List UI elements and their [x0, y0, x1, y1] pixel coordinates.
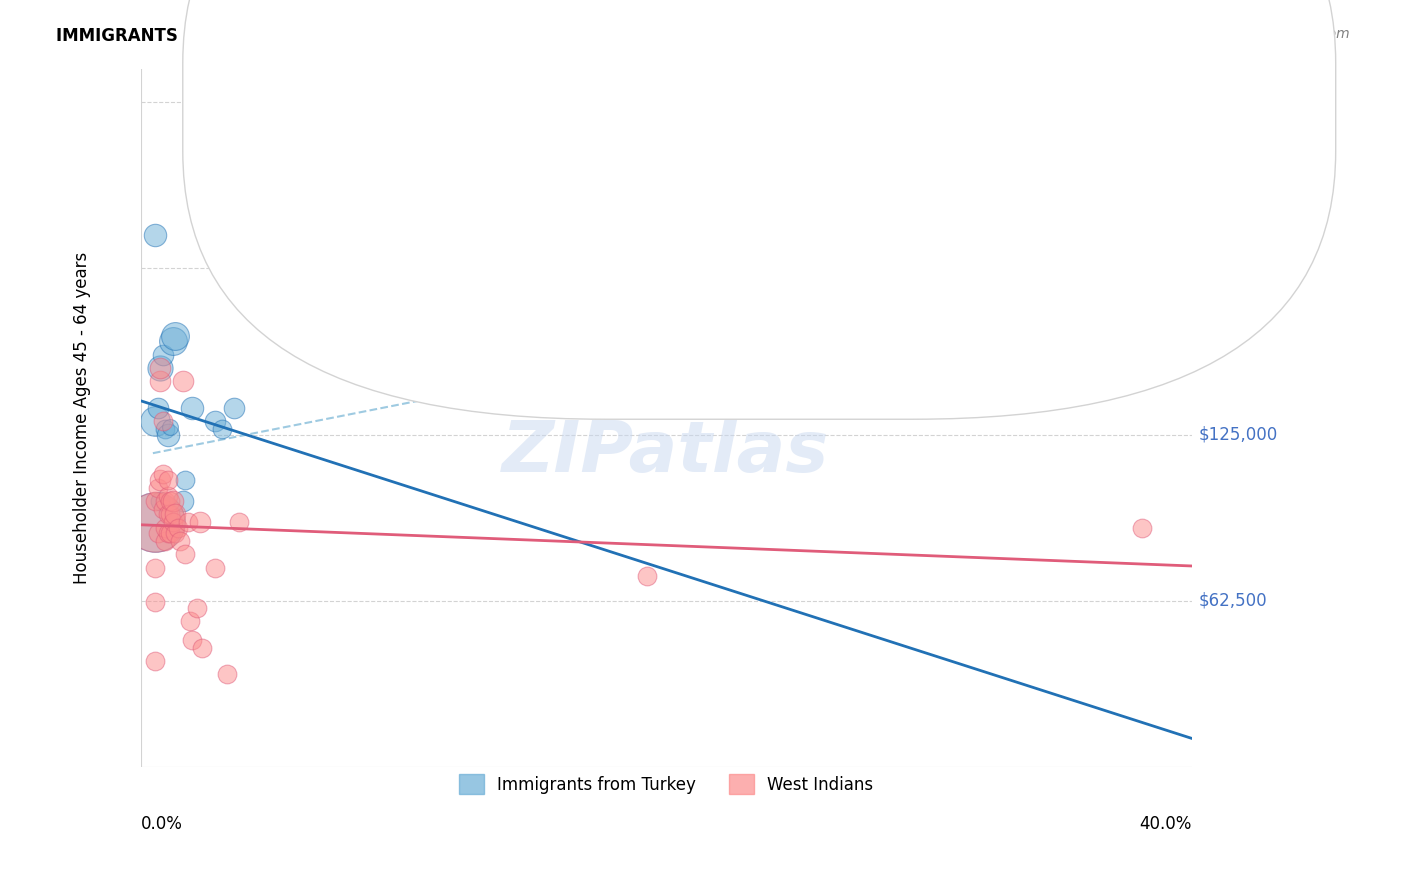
Point	[159, 419, 181, 434]
Point	[155, 521, 177, 535]
Text: 40.0%: 40.0%	[1139, 815, 1191, 833]
Text: $125,000: $125,000	[1199, 425, 1278, 443]
Point	[143, 494, 166, 508]
Point	[159, 494, 181, 508]
Point	[143, 516, 166, 530]
Point	[204, 560, 226, 574]
Point	[156, 489, 179, 503]
Point	[176, 516, 198, 530]
Point	[165, 508, 187, 522]
Point	[152, 502, 174, 516]
Point	[159, 526, 181, 541]
Point	[228, 516, 250, 530]
Text: R = -0.101   N = 42: R = -0.101 N = 42	[640, 116, 803, 134]
Point	[165, 526, 187, 541]
Point	[149, 473, 172, 487]
Point	[181, 632, 204, 647]
Text: IMMIGRANTS FROM TURKEY VS WEST INDIAN HOUSEHOLDER INCOME AGES 45 - 64 YEARS CORR: IMMIGRANTS FROM TURKEY VS WEST INDIAN HO…	[56, 27, 1107, 45]
Point	[172, 374, 194, 388]
Point	[143, 516, 166, 530]
Point	[172, 494, 194, 508]
Point	[143, 227, 166, 242]
Point	[162, 494, 184, 508]
Point	[191, 640, 214, 655]
Point	[211, 422, 233, 436]
Point	[146, 401, 169, 415]
Text: R =  0.112   N = 18: R = 0.112 N = 18	[640, 76, 803, 94]
Point	[166, 521, 188, 535]
Point	[155, 494, 177, 508]
Point	[162, 516, 184, 530]
Point	[143, 560, 166, 574]
Point	[1130, 521, 1153, 535]
Point	[155, 534, 177, 549]
Text: ■: ■	[619, 115, 640, 135]
Point	[186, 600, 208, 615]
Point	[149, 361, 172, 376]
Point	[156, 473, 179, 487]
Point	[169, 534, 191, 549]
Legend: Immigrants from Turkey, West Indians: Immigrants from Turkey, West Indians	[451, 767, 880, 801]
Point	[174, 547, 197, 561]
Point	[149, 494, 172, 508]
Point	[204, 414, 226, 428]
Point	[149, 374, 172, 388]
Text: $187,500: $187,500	[1199, 260, 1278, 277]
Text: 0.0%: 0.0%	[141, 815, 183, 833]
Point	[224, 401, 246, 415]
Point	[155, 422, 177, 436]
Point	[143, 654, 166, 668]
Point	[159, 508, 181, 522]
Point	[217, 667, 239, 681]
Point	[143, 414, 166, 428]
Point	[188, 516, 211, 530]
Text: $250,000: $250,000	[1199, 93, 1278, 111]
Point	[156, 526, 179, 541]
Text: ■: ■	[619, 75, 640, 95]
Point	[162, 334, 184, 349]
Point	[152, 414, 174, 428]
Point	[146, 526, 169, 541]
Point	[165, 329, 187, 343]
Point	[146, 481, 169, 495]
Point	[149, 361, 172, 376]
Point	[156, 427, 179, 442]
Point	[156, 508, 179, 522]
Point	[152, 348, 174, 362]
Text: $62,500: $62,500	[1199, 592, 1268, 610]
Point	[174, 473, 197, 487]
Point	[143, 595, 166, 609]
Text: Householder Income Ages 45 - 64 years: Householder Income Ages 45 - 64 years	[73, 252, 91, 584]
Text: Source: ZipAtlas.com: Source: ZipAtlas.com	[1202, 27, 1350, 41]
Text: ZIPatlas: ZIPatlas	[502, 418, 830, 487]
Point	[181, 401, 204, 415]
Point	[179, 614, 201, 628]
Point	[637, 568, 659, 582]
Point	[152, 467, 174, 482]
